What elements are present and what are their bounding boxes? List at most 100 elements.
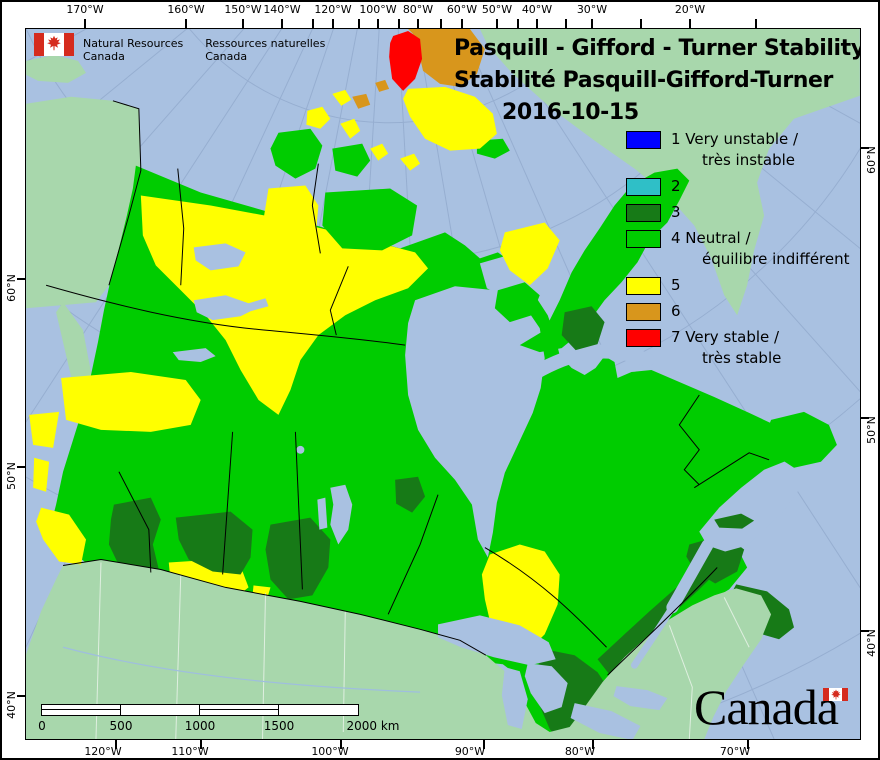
reindeer-lake (296, 445, 305, 454)
axis-tick (340, 740, 342, 749)
axis-tick (332, 19, 334, 28)
lake-michigan (501, 667, 528, 730)
mb-on-border (387, 494, 439, 615)
axis-tick (281, 19, 283, 28)
hudson-bay (405, 286, 545, 558)
yellow-north-alberta (61, 372, 201, 432)
bc-ab-border (118, 471, 152, 573)
lake-erie (570, 703, 641, 739)
legend-swatch-class7 (626, 329, 661, 347)
wordmark-text: Canada (694, 679, 839, 735)
axis-tick (461, 19, 463, 28)
class7-regions (389, 30, 423, 91)
axis-tick (17, 278, 25, 280)
dark-sk-mb (265, 517, 331, 600)
legend-item: 3 (626, 202, 850, 223)
axis-label-top: 80°W (402, 3, 434, 16)
axis-label-top: 150°W (224, 3, 262, 16)
axis-tick (747, 740, 749, 749)
scale-bar-segments (41, 704, 359, 716)
melville-island (270, 128, 323, 179)
scale-bar: 0 500 1000 1500 2000 km (38, 704, 400, 733)
gulf-st-lawrence (699, 459, 805, 552)
axis-label-bottom: 120°W (84, 745, 122, 758)
state-lines (95, 562, 750, 739)
class3-island-regions (561, 306, 755, 529)
nrcan-logo: Natural Resources Canada Ressources natu… (34, 33, 347, 63)
legend-item: 6 (626, 301, 850, 322)
lake-athabasca (172, 348, 216, 363)
alaska (26, 96, 141, 309)
axis-tick (755, 19, 757, 28)
legend-swatch-class5 (626, 277, 661, 295)
axis-label-top: 160°W (167, 3, 205, 16)
axis-label-bottom: 90°W (454, 745, 486, 758)
legend-swatch-class2 (626, 178, 661, 196)
scale-segment (279, 705, 358, 715)
sk-mb-border (294, 431, 303, 590)
dark-bc (108, 497, 161, 578)
legend-swatch-class3 (626, 204, 661, 222)
axis-tick (417, 19, 419, 28)
sixty-north-border (45, 284, 406, 346)
on-qc-border (484, 547, 607, 648)
axis-label-left: 40°N (5, 691, 18, 719)
coast-yellow-north (29, 411, 60, 448)
us-river (62, 646, 421, 693)
axis-label-bottom: 70°W (719, 745, 751, 758)
axis-tick (200, 740, 202, 749)
axis-label-right: 50°N (865, 416, 878, 444)
dark-ab-sk (175, 511, 253, 575)
axis-tick (377, 19, 379, 28)
dark-north-mb (395, 476, 426, 513)
vancouver-island (36, 507, 87, 565)
map-date: 2016-10-15 (502, 100, 639, 125)
legend: 1 Very unstable / très instable 2 3 4 Neu… (626, 129, 850, 374)
nwt-nunavut-border (329, 266, 349, 336)
island-border (311, 163, 321, 254)
axis-tick (536, 19, 538, 28)
lake-winnipeg (330, 484, 353, 545)
legend-item: 2 (626, 176, 850, 197)
axis-tick (17, 695, 25, 697)
axis-tick (591, 19, 593, 28)
lake-huron (524, 663, 568, 714)
class6-regions (352, 29, 485, 109)
axis-tick (440, 19, 442, 28)
dept-name-en: Natural Resources Canada (83, 37, 184, 63)
banks-victoria-west (262, 185, 319, 263)
title-fr: Stabilité Pasquill-Gifford-Turner (454, 68, 833, 93)
anticosti-island (714, 513, 755, 529)
axis-label-top: 50°W (481, 3, 513, 16)
ellesmere-orange (408, 29, 485, 87)
water-bodies (172, 243, 805, 739)
small-island-green (332, 143, 371, 177)
axis-tick (312, 19, 314, 28)
wordmark-flag-icon (823, 688, 848, 701)
scale-segment (42, 705, 121, 715)
title-en: Pasquill - Gifford - Turner Stability (454, 36, 861, 61)
axis-tick (861, 417, 869, 419)
qc-nl-border (678, 394, 700, 486)
canada-flag-icon (34, 33, 74, 56)
legend-swatch-class4 (626, 230, 661, 248)
map-canvas: Natural Resources Canada Ressources natu… (25, 28, 861, 740)
axis-label-bottom: 100°W (311, 745, 349, 758)
axis-tick (640, 19, 642, 28)
scale-segment (200, 705, 279, 715)
water-channels (527, 344, 714, 669)
ellesmere-red (389, 30, 423, 91)
baffin-dark-patch (561, 306, 605, 351)
axis-tick (861, 147, 869, 149)
siberia (26, 54, 87, 83)
arctic-islands-yellow (29, 86, 560, 565)
axis-tick (483, 740, 485, 749)
axis-tick (592, 740, 594, 749)
axis-label-top: 40°W (521, 3, 553, 16)
axis-tick (17, 466, 25, 468)
axis-label-top: 60°W (446, 3, 478, 16)
axis-label-top: 20°W (674, 3, 706, 16)
axis-tick (242, 19, 244, 28)
victoria-island-east (322, 188, 418, 251)
newfoundland (764, 411, 837, 468)
